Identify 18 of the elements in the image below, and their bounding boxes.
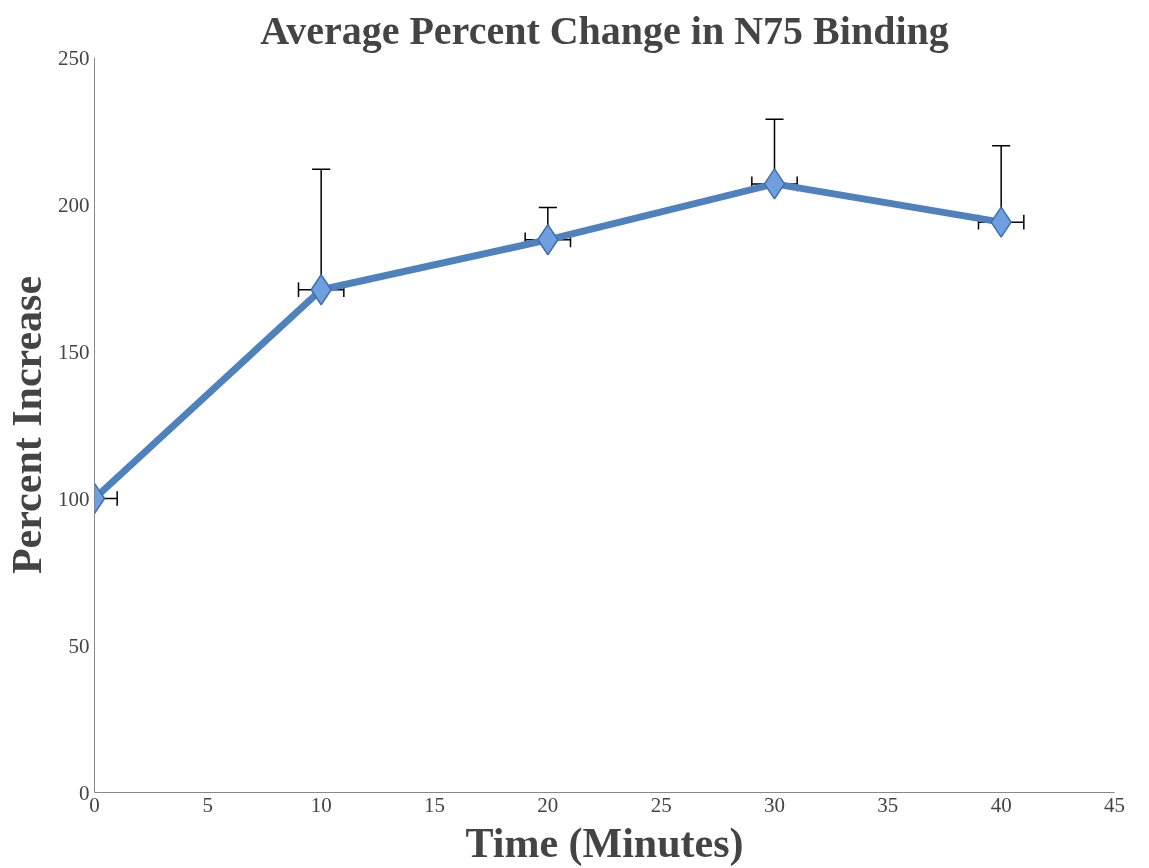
y-axis-title: Percent Increase: [4, 275, 50, 575]
x-tick-label: 20: [537, 792, 559, 817]
x-tick-label: 35: [877, 792, 899, 817]
point: [763, 168, 786, 200]
x-tick-label: 40: [990, 792, 1012, 817]
y-tick-label: 250: [58, 45, 90, 70]
x-tick-label: 25: [650, 792, 672, 817]
x-axis-title: Time (Minutes): [465, 819, 744, 867]
x-tick-label: 30: [764, 792, 785, 817]
chart-title: Average Percent Change in N75 Binding: [260, 7, 949, 53]
x-tick-label: 15: [424, 792, 445, 817]
x-tick-label: 45: [1104, 792, 1125, 817]
y-tick-label: 50: [68, 633, 90, 658]
x-tick-label: 10: [310, 792, 332, 817]
y-tick-label: 200: [58, 192, 90, 217]
y-tick-label: 100: [58, 486, 90, 511]
x-tick-label: 5: [202, 792, 214, 817]
y-tick-label: 150: [58, 339, 90, 364]
